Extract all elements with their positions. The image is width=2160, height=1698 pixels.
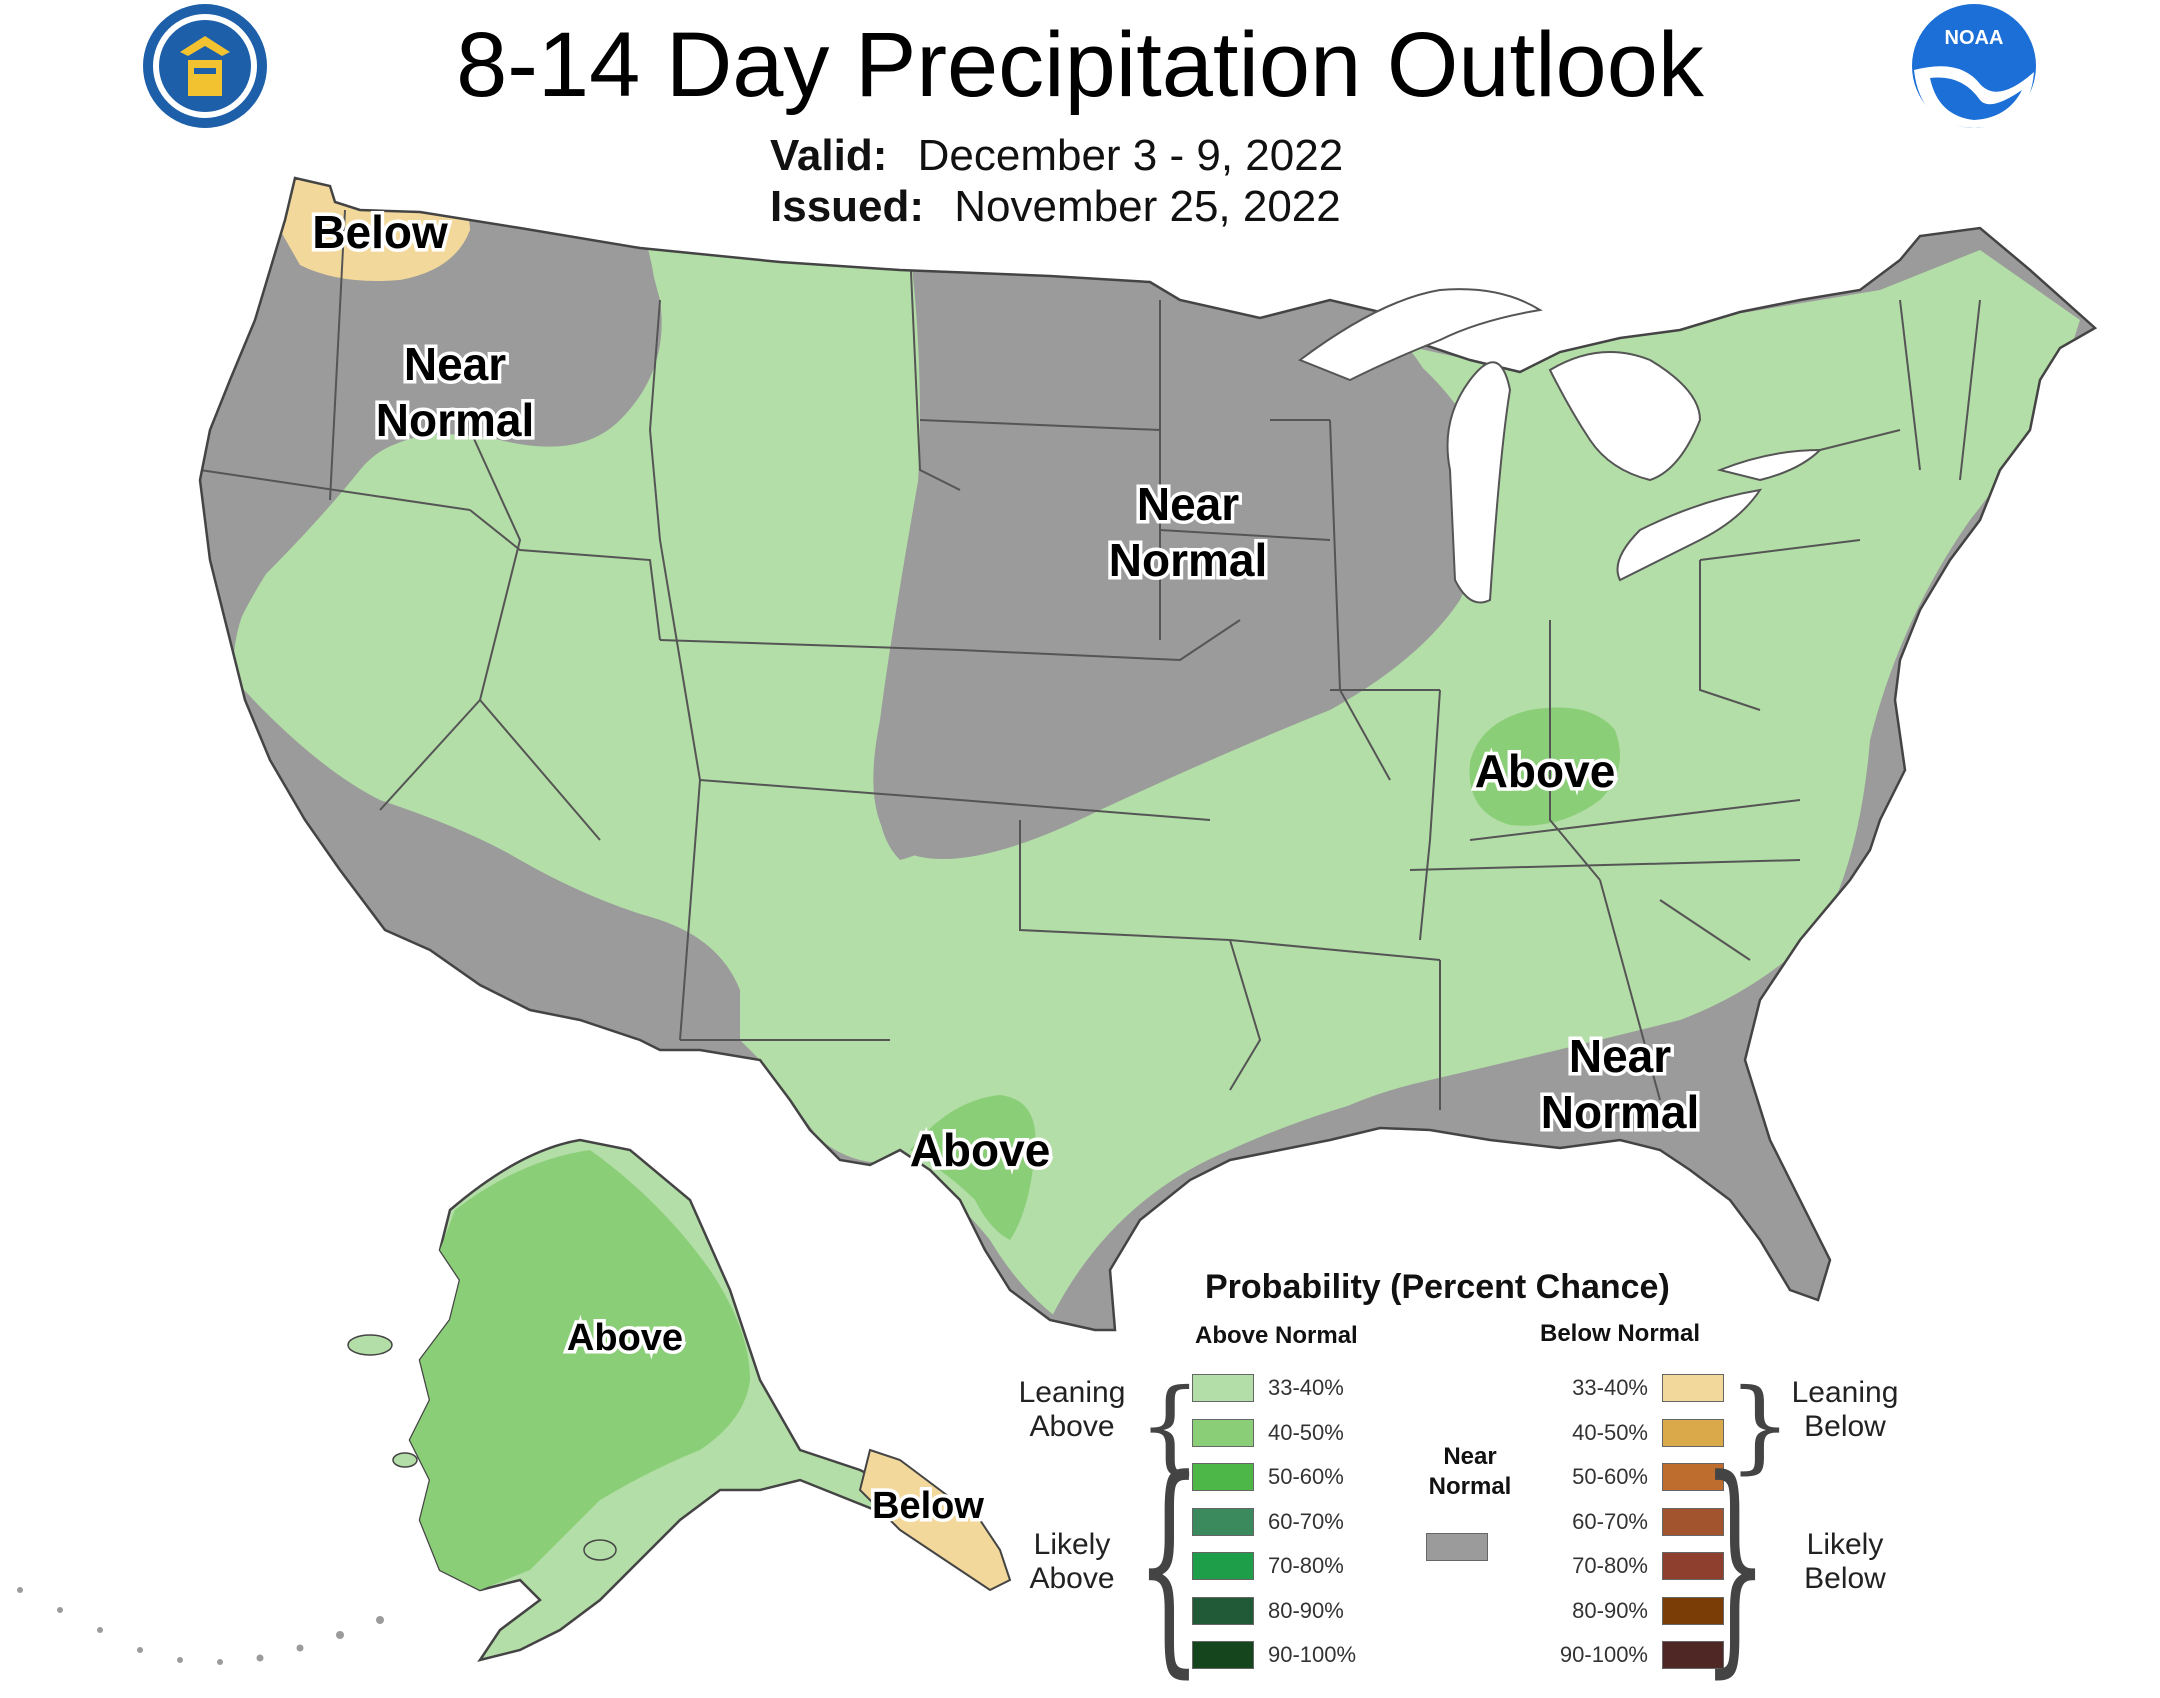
below-swatch-label: 33-40% xyxy=(1572,1375,1648,1400)
leaning-above-label: Leaning Above xyxy=(1018,1376,1126,1443)
below-swatch xyxy=(1662,1507,1724,1536)
valid-value: December 3 - 9, 2022 xyxy=(917,131,1344,180)
issued-line: Issued: November 25, 2022 xyxy=(770,181,1341,233)
likely-below-label: Likely Below xyxy=(1804,1528,1886,1595)
above-swatch-label: 40-50% xyxy=(1268,1419,1344,1445)
below-swatch-label: 60-70% xyxy=(1572,1508,1648,1534)
leaning-above-brace: { xyxy=(1138,1367,1202,1484)
valid-line: Valid: December 3 - 9, 2022 xyxy=(770,130,1343,182)
below-swatch xyxy=(1662,1596,1724,1625)
leaning-below-label: Leaning Below xyxy=(1791,1376,1899,1443)
leaning-above-area xyxy=(233,225,2080,1320)
above-swatch-label: 50-60% xyxy=(1268,1464,1344,1489)
above-swatch-label: 60-70% xyxy=(1268,1508,1344,1534)
near-normal-legend-label: Near Normal xyxy=(1428,1443,1512,1500)
state-borders xyxy=(200,209,1981,1110)
aleutian-islands xyxy=(17,1587,384,1665)
pnw-near-normal-area xyxy=(200,180,656,620)
likely-above-brace: { xyxy=(1136,1431,1202,1698)
label-above-alaska: Above xyxy=(567,1317,683,1359)
above-swatch xyxy=(1192,1596,1254,1625)
near-normal-swatch xyxy=(1426,1533,1488,1561)
legend-title: Probability (Percent Chance) xyxy=(1205,1268,1670,1306)
below-swatch xyxy=(1662,1552,1724,1580)
above-ohio-area xyxy=(1469,707,1620,826)
label-near-normal-nw-2: Normal xyxy=(376,394,534,446)
above-swatch xyxy=(1192,1374,1254,1402)
great-lakes xyxy=(1297,288,1823,604)
noaa-logo-icon: NOAA xyxy=(1912,4,2036,128)
label-near-normal-central-2: Normal xyxy=(1109,534,1267,586)
issued-label: Issued: xyxy=(770,182,925,231)
above-swatch xyxy=(1192,1641,1254,1669)
above-swatch-label: 33-40% xyxy=(1268,1375,1344,1400)
below-swatch-label: 50-60% xyxy=(1572,1464,1648,1489)
legend-above-header: Above Normal xyxy=(1195,1322,1358,1349)
below-swatch-label: 70-80% xyxy=(1572,1553,1648,1578)
label-above-ohio: Above xyxy=(1475,745,1616,797)
label-above-texas: Above xyxy=(910,1124,1051,1176)
label-near-normal-central-1: Near xyxy=(1137,478,1239,530)
above-swatch xyxy=(1192,1463,1254,1491)
above-swatch-label: 80-90% xyxy=(1268,1597,1344,1623)
below-swatch xyxy=(1662,1641,1724,1669)
likely-above-label: Likely Above xyxy=(1029,1528,1115,1595)
central-near-normal-area xyxy=(877,250,1460,860)
label-near-normal-se-2: Normal xyxy=(1541,1086,1699,1138)
below-swatch xyxy=(1662,1418,1724,1447)
above-swatch-label: 90-100% xyxy=(1268,1642,1357,1667)
below-swatch-label: 40-50% xyxy=(1572,1419,1648,1445)
doc-seal-icon xyxy=(143,4,267,128)
above-swatch xyxy=(1192,1507,1254,1536)
valid-label: Valid: xyxy=(770,131,888,180)
legend-below-header: Below Normal xyxy=(1540,1320,1701,1347)
svg-text:NOAA: NOAA xyxy=(1945,27,2004,49)
label-near-normal-nw-1: Near xyxy=(404,338,506,390)
above-swatch xyxy=(1192,1418,1254,1447)
label-near-normal-se-1: Near xyxy=(1569,1030,1671,1082)
label-below-pnw: Below xyxy=(312,206,448,258)
below-swatch-label: 80-90% xyxy=(1572,1597,1648,1623)
map-title: 8-14 Day Precipitation Outlook xyxy=(456,14,1704,116)
below-swatch xyxy=(1662,1463,1724,1491)
label-below-alaska: Below xyxy=(872,1485,984,1527)
below-swatch xyxy=(1662,1374,1724,1402)
above-swatch xyxy=(1192,1552,1254,1580)
likely-below-brace: { xyxy=(1702,1431,1768,1698)
below-swatch-label: 90-100% xyxy=(1559,1642,1648,1667)
issued-value: November 25, 2022 xyxy=(954,182,1341,231)
above-swatch-label: 70-80% xyxy=(1268,1553,1344,1578)
alaska-below-area xyxy=(858,1448,1012,1592)
above-texas-area xyxy=(910,1095,1036,1240)
alaska-above-area xyxy=(410,1150,750,1590)
alaska-west-islands xyxy=(347,1334,617,1561)
